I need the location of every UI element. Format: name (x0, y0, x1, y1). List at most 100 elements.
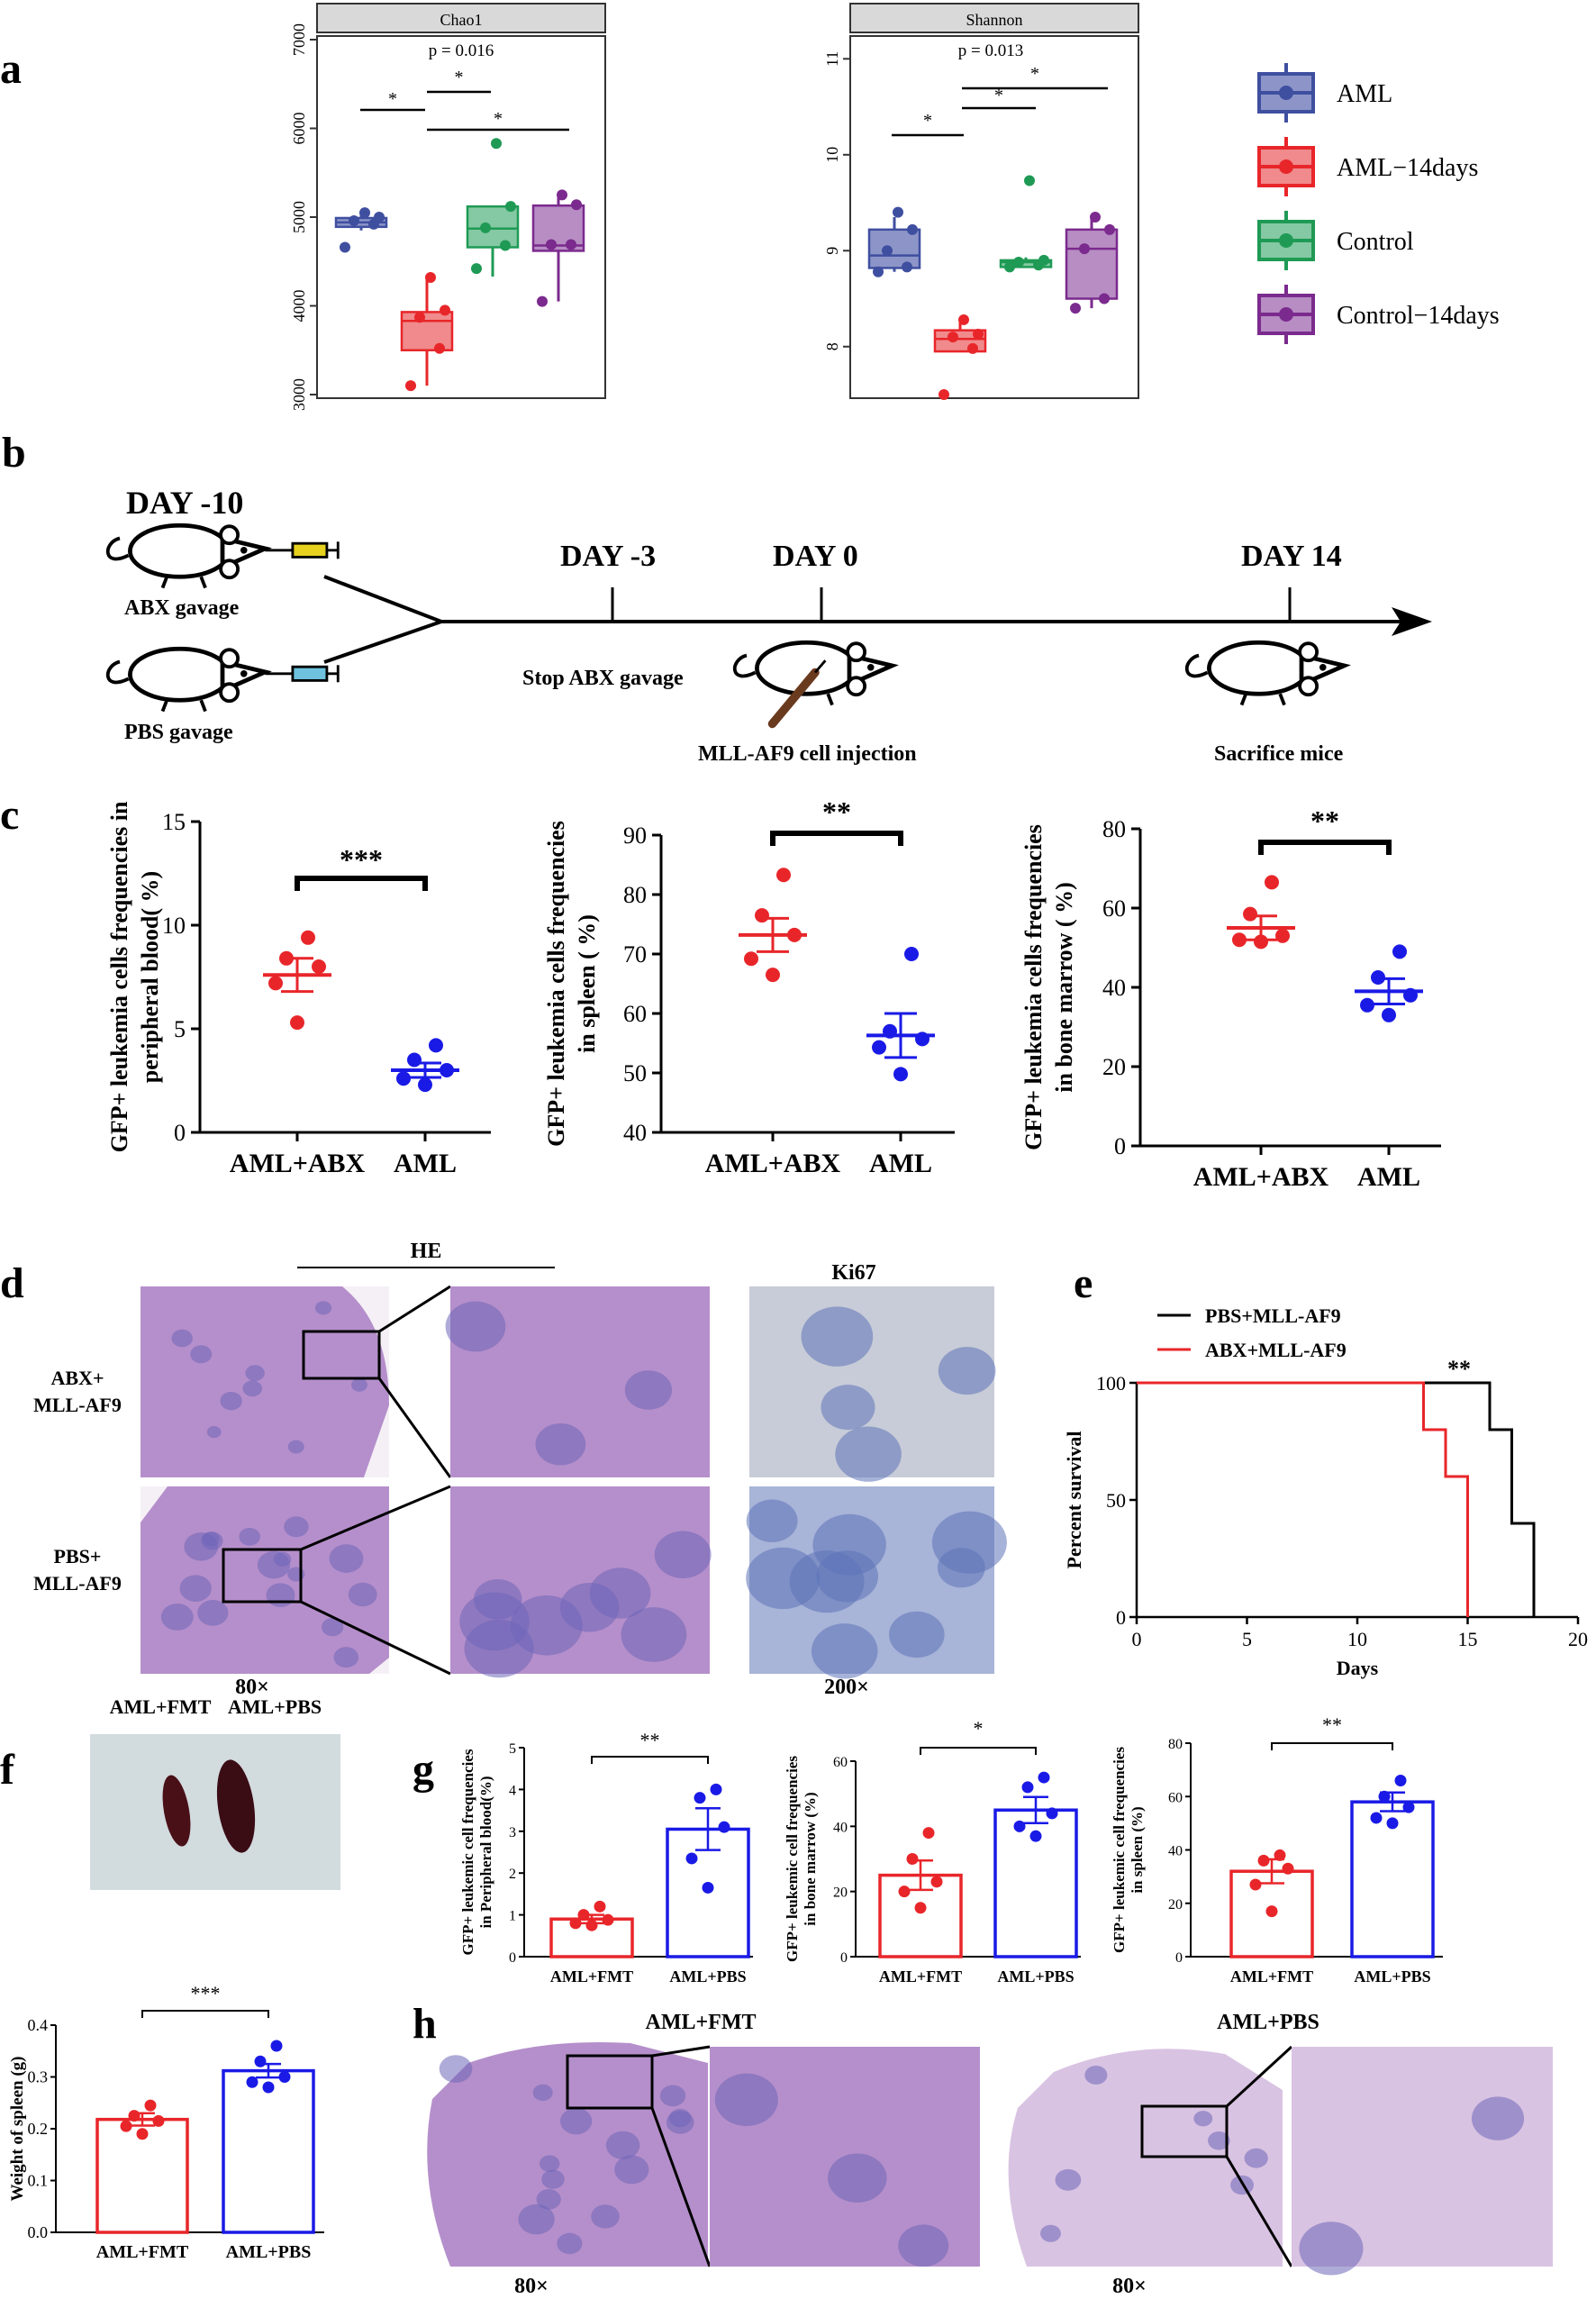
chart-title: Chao1 (440, 11, 483, 29)
sig-stars: *** (340, 843, 383, 876)
x-tick-label: AML+PBS (997, 1967, 1074, 1986)
box (466, 204, 520, 249)
zoom-box-pbs-h (1140, 2104, 1229, 2158)
data-point (440, 304, 450, 316)
data-point (1403, 987, 1418, 1003)
y-tick-label: 10 (162, 913, 186, 939)
histology-abx-80x (141, 1286, 389, 1477)
y-tick-label: 0 (1114, 1133, 1126, 1159)
data-point (787, 927, 802, 942)
strip-header (316, 3, 606, 33)
y-axis-label: in spleen (%) (1129, 1806, 1146, 1893)
data-point (120, 2120, 132, 2132)
data-point (1070, 303, 1081, 314)
data-point (396, 1071, 411, 1086)
label-he: HE (411, 1240, 442, 1263)
bar (222, 2068, 315, 2234)
x-tick-label: AML+ABX (1193, 1162, 1329, 1192)
y-tick-label: 80 (1168, 1737, 1183, 1752)
zoom-box-fmt (566, 2054, 654, 2110)
histology-pbs-zoom (450, 1486, 712, 1678)
sig-bracket (591, 1756, 709, 1764)
chart-g3: 0 20 40 60 80 AML+FMT AML+PBS GFP+ leukemic cel… (1111, 1713, 1443, 1986)
data-point (418, 1077, 432, 1093)
label-day-0: DAY 0 (773, 540, 858, 573)
data-point (546, 239, 557, 250)
y-tick-label: 2 (509, 1867, 516, 1882)
data-point (374, 212, 385, 223)
legend-item-aml: AML (1257, 63, 1392, 123)
data-point (902, 261, 912, 273)
data-point (491, 138, 502, 150)
panel-letter-a: a (0, 45, 22, 93)
x-tick-label: AML+PBS (226, 2242, 312, 2262)
data-point (973, 328, 984, 340)
data-point (1402, 1801, 1415, 1813)
chart-title: Shannon (966, 11, 1023, 29)
timeline-b: DAY -10 DAY -3 DAY 0 DAY 14 ABX gavage P… (124, 485, 1432, 766)
label-h-pbs: AML+PBS (1217, 2011, 1319, 2034)
data-point (505, 201, 516, 213)
box-aml-14days (933, 314, 987, 400)
data-point (471, 263, 482, 275)
series-aml-abx (263, 930, 331, 1031)
series-aml (866, 947, 935, 1082)
data-point (262, 2081, 275, 2094)
label-row2-l2: MLL-AF9 (33, 1572, 122, 1595)
y-tick-label: 80 (1102, 816, 1126, 842)
series-aml-fmt (878, 1827, 963, 1958)
x-tick-label: AML+PBS (669, 1967, 746, 1986)
data-point (407, 1052, 422, 1068)
y-tick-label: 60 (623, 1001, 647, 1027)
y-tick-label: 100 (1096, 1372, 1126, 1395)
data-point (710, 1783, 722, 1795)
data-point (279, 950, 294, 966)
label-row1-l1: ABX+ (51, 1367, 104, 1389)
data-point (290, 1015, 304, 1031)
legend-label-control: Control (1337, 228, 1414, 256)
y-tick-label: 1 (509, 1909, 516, 1924)
chart-a2: Shannon 8 9 10 11 * * * p = 0.013 (823, 3, 1139, 400)
sig-stars: ** (640, 1729, 660, 1751)
label-sacrifice: Sacrifice mice (1214, 742, 1344, 766)
data-point (136, 2128, 149, 2140)
x-tick-label: AML+FMT (550, 1967, 633, 1986)
y-tick-label: 40 (1102, 975, 1126, 1001)
zoom-line (377, 1377, 452, 1478)
data-point (566, 239, 576, 250)
y-tick-label: 9 (823, 247, 841, 255)
panel-letter-g: g (413, 1746, 434, 1794)
y-tick-label: 50 (1106, 1489, 1126, 1512)
sig-bracket (1258, 840, 1392, 855)
x-tick-label: AML+FMT (1230, 1967, 1313, 1986)
data-point (1232, 932, 1247, 948)
series-aml (391, 1038, 459, 1093)
data-point (939, 389, 949, 400)
box-control (466, 138, 520, 277)
y-axis-label: GFP+ leukemia cells frequencies (543, 821, 569, 1147)
mouse-abx (105, 522, 340, 589)
y-tick-label: 5000 (290, 201, 308, 233)
data-point (1274, 1849, 1286, 1861)
data-point (718, 1821, 730, 1833)
panel-d-labels: HE Ki67 ABX+ MLL-AF9 PBS+ MLL-AF9 80× 20… (33, 1240, 876, 1699)
x-axis-label: Days (1337, 1657, 1379, 1679)
data-point (915, 1031, 929, 1047)
legend-item-aml-14days: AML−14days (1257, 137, 1478, 196)
y-tick-label: 20 (833, 1886, 848, 1901)
sig-stars: ** (1310, 804, 1339, 837)
data-point (685, 1852, 698, 1865)
y-tick-label: 5 (509, 1741, 516, 1757)
mouse-sacrifice (1184, 640, 1351, 706)
data-point (694, 1792, 706, 1804)
data-point (1079, 243, 1090, 255)
data-point (349, 214, 359, 226)
y-tick-label: 10 (823, 147, 841, 163)
spleen-photo (90, 1734, 340, 1890)
y-tick-label: 3 (509, 1825, 516, 1840)
sig-star: * (994, 86, 1003, 105)
x-tick-label: AML+ABX (230, 1149, 366, 1178)
zoom-box-abx (302, 1330, 381, 1380)
data-point (702, 1881, 714, 1894)
y-tick-label: 20 (1102, 1054, 1126, 1080)
